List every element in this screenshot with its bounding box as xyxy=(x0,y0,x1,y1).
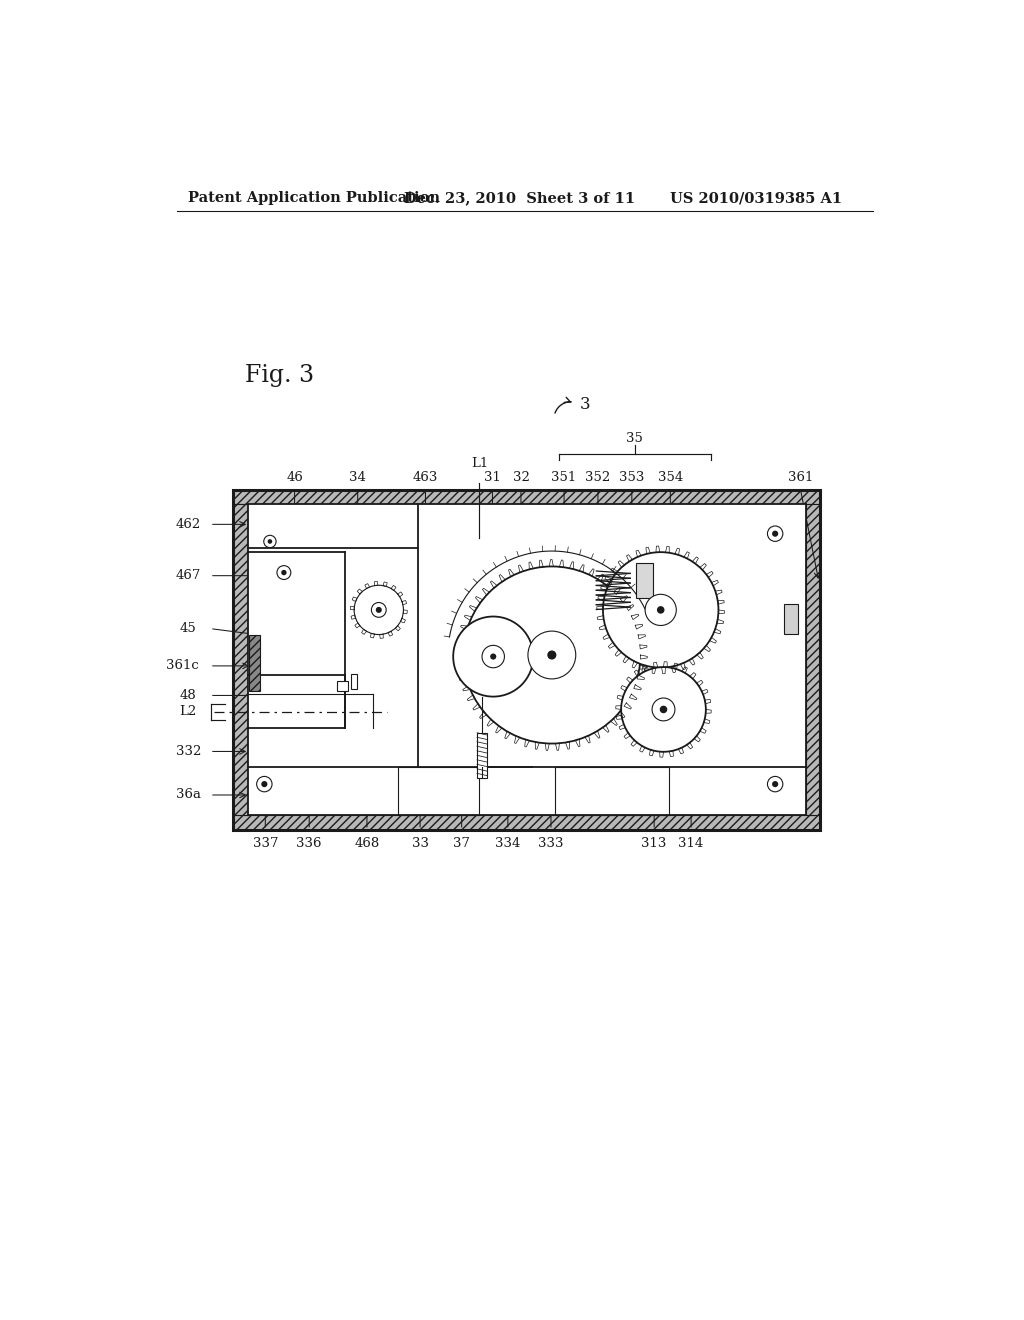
Bar xyxy=(233,490,820,830)
Circle shape xyxy=(454,616,534,697)
Circle shape xyxy=(490,653,497,660)
Text: 46: 46 xyxy=(286,471,303,483)
Circle shape xyxy=(261,781,267,787)
Text: US 2010/0319385 A1: US 2010/0319385 A1 xyxy=(670,191,842,206)
Circle shape xyxy=(603,552,719,668)
Circle shape xyxy=(657,607,664,612)
Circle shape xyxy=(282,570,287,576)
Circle shape xyxy=(377,607,381,612)
Text: 354: 354 xyxy=(657,471,683,483)
Text: 361c: 361c xyxy=(166,660,199,672)
Text: 333: 333 xyxy=(539,837,564,850)
Text: 36a: 36a xyxy=(176,788,201,801)
Circle shape xyxy=(276,566,291,579)
Text: 37: 37 xyxy=(454,837,470,850)
Circle shape xyxy=(767,776,782,792)
Bar xyxy=(555,767,669,816)
Text: 31: 31 xyxy=(484,471,501,483)
Bar xyxy=(337,681,348,690)
Circle shape xyxy=(645,594,676,626)
Circle shape xyxy=(463,566,640,743)
Text: 334: 334 xyxy=(496,837,520,850)
Text: Fig. 3: Fig. 3 xyxy=(245,364,313,387)
Circle shape xyxy=(660,706,667,713)
Circle shape xyxy=(267,539,272,544)
Text: L2: L2 xyxy=(179,705,197,718)
Text: L1: L1 xyxy=(471,457,488,470)
Text: 33: 33 xyxy=(412,837,429,850)
Circle shape xyxy=(772,531,778,537)
Text: 463: 463 xyxy=(413,471,438,483)
Bar xyxy=(351,673,357,689)
Circle shape xyxy=(772,781,778,787)
Circle shape xyxy=(257,776,272,792)
Text: 468: 468 xyxy=(354,837,380,850)
Bar xyxy=(398,767,479,816)
Text: 361: 361 xyxy=(787,471,813,483)
Text: 462: 462 xyxy=(176,517,201,531)
Bar xyxy=(233,490,820,504)
Circle shape xyxy=(622,667,706,752)
Text: Dec. 23, 2010  Sheet 3 of 11: Dec. 23, 2010 Sheet 3 of 11 xyxy=(403,191,635,206)
Text: 45: 45 xyxy=(180,622,197,635)
Text: 48: 48 xyxy=(180,689,197,702)
Text: Patent Application Publication: Patent Application Publication xyxy=(188,191,440,206)
Text: 3: 3 xyxy=(581,396,591,413)
Circle shape xyxy=(372,602,386,618)
Circle shape xyxy=(767,525,782,541)
Bar xyxy=(248,504,806,816)
Bar xyxy=(477,733,487,777)
Bar xyxy=(249,635,260,690)
Text: 34: 34 xyxy=(349,471,367,483)
Circle shape xyxy=(354,585,403,635)
Circle shape xyxy=(652,698,675,721)
Text: 314: 314 xyxy=(679,837,703,850)
Circle shape xyxy=(548,651,556,659)
Text: 332: 332 xyxy=(176,744,201,758)
Bar xyxy=(233,504,248,816)
Bar xyxy=(233,816,820,830)
Bar xyxy=(806,504,820,816)
Text: 313: 313 xyxy=(641,837,667,850)
Text: 467: 467 xyxy=(176,569,201,582)
Text: 336: 336 xyxy=(297,837,322,850)
Text: 35: 35 xyxy=(627,432,643,445)
Bar xyxy=(636,564,652,598)
Text: 353: 353 xyxy=(620,471,644,483)
Bar xyxy=(248,504,806,816)
Circle shape xyxy=(264,536,276,548)
Text: 351: 351 xyxy=(552,471,577,483)
Bar xyxy=(784,603,798,635)
Text: 352: 352 xyxy=(586,471,610,483)
Text: 32: 32 xyxy=(513,471,529,483)
Text: 337: 337 xyxy=(253,837,279,850)
Circle shape xyxy=(528,631,575,678)
